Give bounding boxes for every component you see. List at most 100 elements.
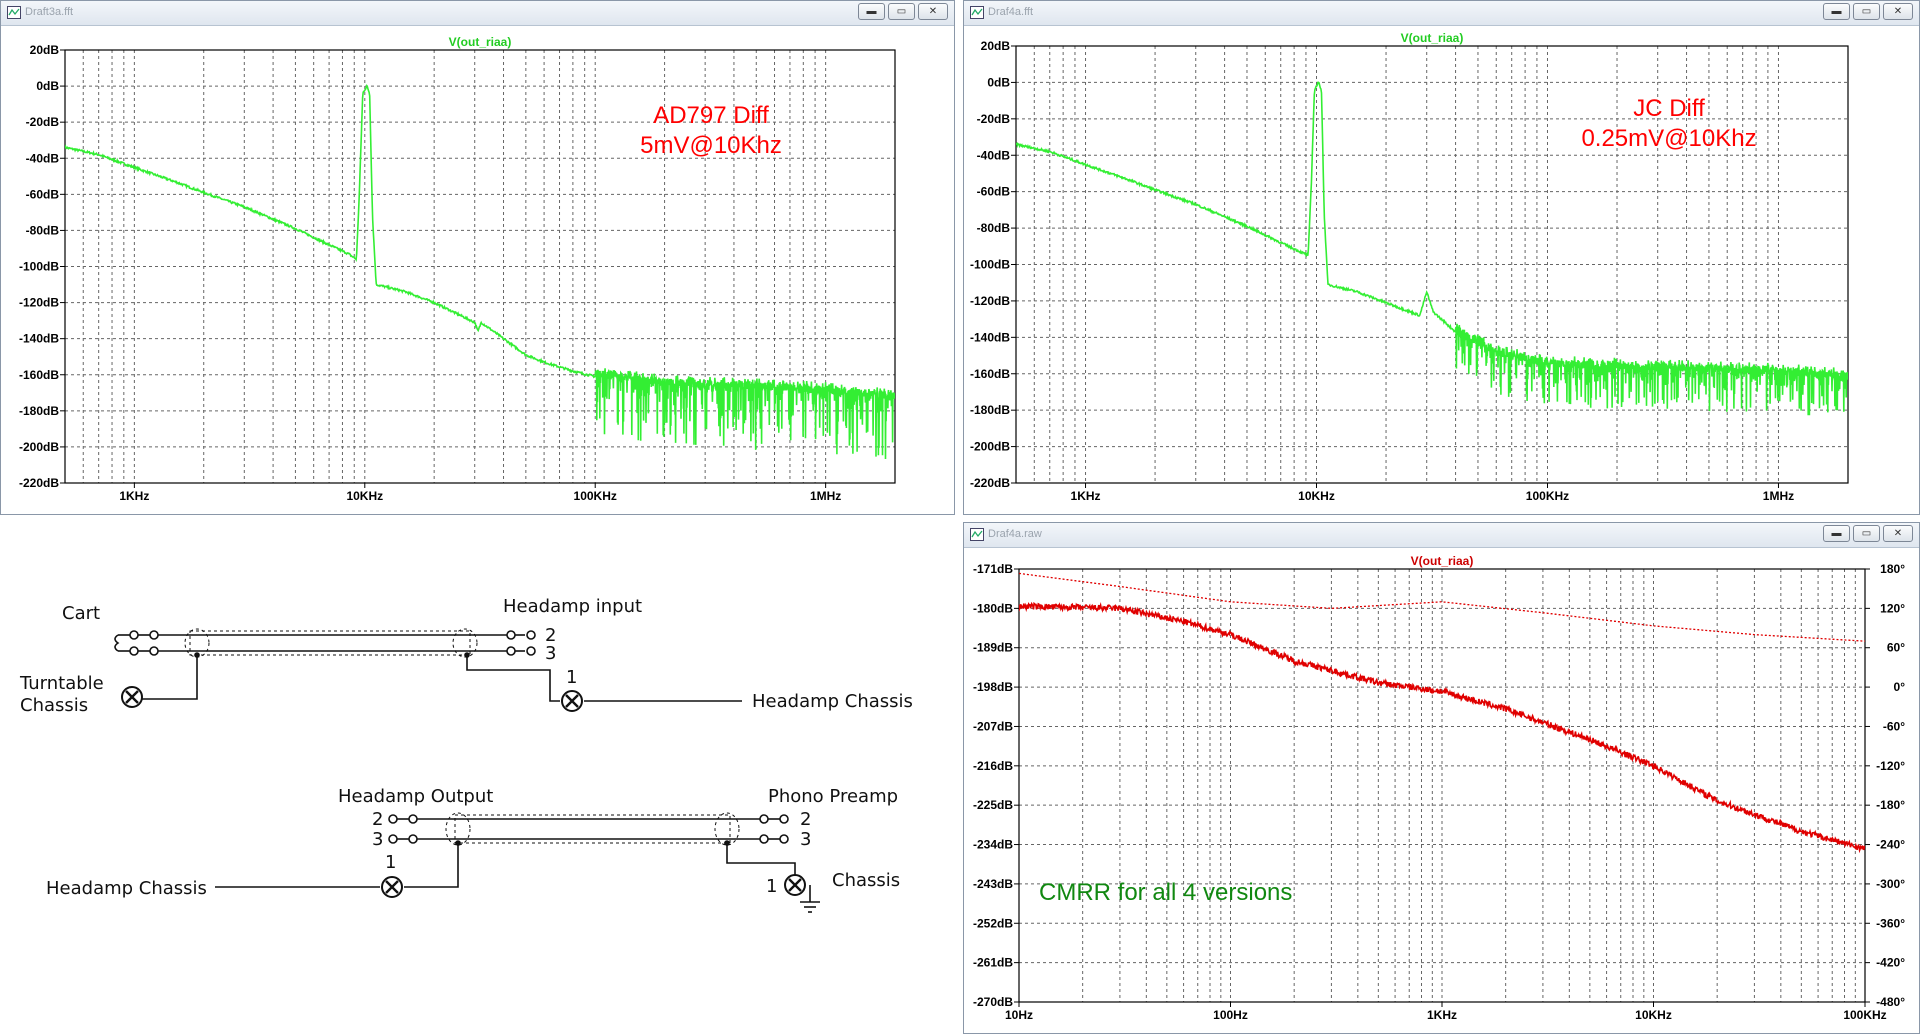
y-tick-label: -180dB bbox=[970, 403, 1010, 417]
pin-label: 1 bbox=[385, 852, 396, 873]
x-tick-label: 1KHz bbox=[1427, 1008, 1457, 1022]
y-tick-label: -189dB bbox=[973, 641, 1013, 655]
chassis-screw-icon bbox=[381, 876, 403, 898]
x-tick-label: 100KHz bbox=[1843, 1008, 1886, 1022]
y-tick-label: -216dB bbox=[973, 759, 1013, 773]
y-tick-label: -120dB bbox=[970, 294, 1010, 308]
y2-tick-label: -300° bbox=[1876, 877, 1905, 891]
minimize-button[interactable]: ▬ bbox=[1823, 3, 1850, 20]
pin-label: 3 bbox=[800, 829, 811, 850]
y-tick-label: -160dB bbox=[19, 368, 59, 382]
cmrr-chart[interactable]: -171dB -180dB -189dB -198dB -207dB -216dB -225… bbox=[964, 548, 1919, 1033]
y-tick-label: 0dB bbox=[987, 75, 1010, 89]
trace-title: V(out_riaa) bbox=[1411, 554, 1474, 568]
plot-window-draft3a[interactable]: Draft3a.fft ▬ ▭ ✕ 20dB 0dB -20dB -40dB -60dB… bbox=[0, 0, 955, 515]
y-tick-label: -261dB bbox=[973, 956, 1013, 970]
y-tick-label: -220dB bbox=[19, 476, 59, 490]
fft-chart[interactable]: 20dB 0dB -20dB -40dB -60dB -80dB -100dB -120dB -… bbox=[964, 26, 1919, 514]
plot-frame bbox=[64, 49, 896, 484]
series-line bbox=[1019, 601, 1865, 854]
label-headamp-output: Headamp Output bbox=[338, 786, 493, 807]
label-turntable-chassis: Chassis bbox=[20, 695, 88, 716]
label-headamp-input: Headamp input bbox=[503, 596, 642, 617]
maximize-icon: ▭ bbox=[1861, 6, 1872, 17]
waveform-icon bbox=[970, 528, 984, 541]
x-tick-label: 1KHz bbox=[1071, 489, 1101, 503]
y-tick-label: -243dB bbox=[973, 877, 1013, 891]
y-tick-label: -140dB bbox=[970, 330, 1010, 344]
y-tick-label: -40dB bbox=[26, 151, 60, 165]
y-tick-label: -180dB bbox=[973, 601, 1013, 615]
x-tick-label: 10KHz bbox=[1298, 489, 1335, 503]
waveform-icon bbox=[7, 6, 21, 19]
minimize-button[interactable]: ▬ bbox=[1823, 525, 1850, 542]
plot-window-draf4a-raw[interactable]: Draf4a.raw ▬ ▭ ✕ -171dB -180dB -189dB -198d… bbox=[963, 522, 1920, 1034]
window-titlebar[interactable]: Draft3a.fft ▬ ▭ ✕ bbox=[1, 1, 954, 26]
y2-tick-label: -420° bbox=[1876, 956, 1905, 970]
label-cart: Cart bbox=[62, 603, 100, 624]
y-tick-label: -80dB bbox=[26, 223, 60, 237]
y2-tick-label: 120° bbox=[1880, 601, 1905, 615]
cartridge-coil-icon bbox=[114, 634, 120, 652]
plot-annotation: JC Diff bbox=[1633, 95, 1705, 122]
label-turntable: Turntable bbox=[19, 673, 104, 694]
y-tick-label: -20dB bbox=[977, 112, 1011, 126]
y-tick-label: 20dB bbox=[981, 39, 1011, 53]
pin-label: 3 bbox=[372, 829, 383, 850]
y-tick-label: -200dB bbox=[19, 440, 59, 454]
y-tick-label: 20dB bbox=[30, 43, 60, 57]
y-tick-label: -225dB bbox=[973, 798, 1013, 812]
x-tick-label: 10KHz bbox=[1635, 1008, 1672, 1022]
fft-chart[interactable]: 20dB 0dB -20dB -40dB -60dB -80dB -100dB -120dB -… bbox=[1, 26, 954, 514]
y-tick-label: -171dB bbox=[973, 562, 1013, 576]
plot-annotation: 5mV@10Khz bbox=[640, 132, 782, 159]
y-tick-label: -180dB bbox=[19, 404, 59, 418]
maximize-button[interactable]: ▭ bbox=[1853, 525, 1880, 542]
y-tick-label: -270dB bbox=[973, 995, 1013, 1009]
y2-tick-label: -60° bbox=[1883, 719, 1905, 733]
plot-annotation: CMRR for all 4 versions bbox=[1039, 879, 1292, 906]
pin-label: 2 bbox=[800, 809, 811, 830]
maximize-button[interactable]: ▭ bbox=[1853, 3, 1880, 20]
minimize-button[interactable]: ▬ bbox=[858, 3, 885, 20]
maximize-button[interactable]: ▭ bbox=[888, 3, 915, 20]
y-tick-label: -220dB bbox=[970, 476, 1010, 490]
grid bbox=[1016, 46, 1848, 483]
minimize-icon: ▬ bbox=[1831, 528, 1842, 539]
y2-tick-label: -360° bbox=[1876, 916, 1905, 930]
window-titlebar[interactable]: Draf4a.raw ▬ ▭ ✕ bbox=[964, 523, 1919, 548]
trace-title: V(out_riaa) bbox=[1401, 31, 1464, 45]
x-tick-label: 1KHz bbox=[119, 489, 149, 503]
label-phono-preamp: Phono Preamp bbox=[768, 786, 898, 807]
close-button[interactable]: ✕ bbox=[918, 3, 948, 20]
pin-label: 3 bbox=[545, 643, 556, 664]
close-button[interactable]: ✕ bbox=[1883, 3, 1913, 20]
close-button[interactable]: ✕ bbox=[1883, 525, 1913, 542]
close-icon: ✕ bbox=[928, 6, 938, 17]
y2-tick-label: 180° bbox=[1880, 562, 1905, 576]
y-tick-label: 0dB bbox=[36, 79, 59, 93]
x-tick-label: 100KHz bbox=[1526, 489, 1569, 503]
grid bbox=[1019, 569, 1865, 1002]
chassis-screw-icon bbox=[784, 874, 806, 896]
window-titlebar[interactable]: Draf4a.fft ▬ ▭ ✕ bbox=[964, 1, 1919, 26]
y-tick-label: -20dB bbox=[26, 115, 60, 129]
x-tick-label: 10Hz bbox=[1005, 1008, 1033, 1022]
close-icon: ✕ bbox=[1893, 528, 1903, 539]
y-tick-label: -60dB bbox=[977, 185, 1011, 199]
maximize-icon: ▭ bbox=[896, 6, 907, 17]
trace-title: V(out_riaa) bbox=[449, 35, 512, 49]
y-tick-label: -100dB bbox=[970, 258, 1010, 272]
maximize-icon: ▭ bbox=[1861, 528, 1872, 539]
y-tick-label: -198dB bbox=[973, 680, 1013, 694]
y2-tick-label: 0° bbox=[1894, 680, 1906, 694]
y-tick-label: -160dB bbox=[970, 367, 1010, 381]
minimize-icon: ▬ bbox=[1831, 6, 1842, 17]
y-tick-label: -100dB bbox=[19, 260, 59, 274]
chassis-screw-icon bbox=[121, 686, 143, 708]
plot-annotation: 0.25mV@10Khz bbox=[1581, 125, 1756, 152]
plot-window-draf4a-fft[interactable]: Draf4a.fft ▬ ▭ ✕ 20dB 0dB -20dB -40dB -60dB -… bbox=[963, 0, 1920, 515]
x-tick-label: 100Hz bbox=[1213, 1008, 1248, 1022]
y-tick-label: -140dB bbox=[19, 332, 59, 346]
y2-tick-label: -120° bbox=[1876, 759, 1905, 773]
